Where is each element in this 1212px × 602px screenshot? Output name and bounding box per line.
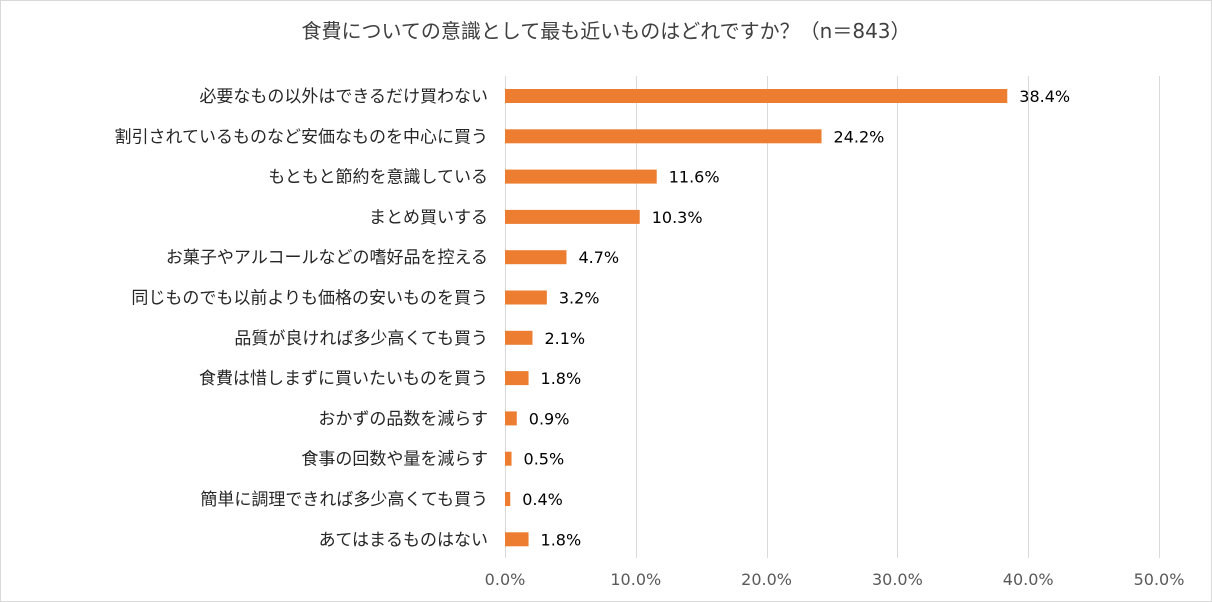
category-label: おかずの品数を減らす — [318, 409, 488, 429]
data-label: 0.9% — [529, 409, 570, 428]
x-tick-label: 40.0% — [1003, 570, 1054, 589]
category-label: 食事の回数や量を減らす — [301, 450, 488, 470]
chart-title: 食費についての意識として最も近いものはどれですか？（n＝843） — [301, 19, 910, 43]
data-labels: 38.4% 24.2% 11.6% 10.3% 4.7% 3.2% 2.1% 1.8% 0.9%… — [522, 87, 1070, 549]
data-label: 4.7% — [578, 248, 619, 267]
data-label: 24.2% — [834, 127, 885, 146]
data-label: 1.8% — [541, 369, 582, 388]
category-label: 同じものでも以前よりも価格の安いものを買う — [131, 289, 488, 309]
data-label: 3.2% — [559, 289, 600, 308]
gridlines — [505, 76, 1160, 558]
bar — [505, 371, 529, 386]
category-label: 簡単に調理できれば多少高くても買う — [200, 490, 488, 510]
bar — [505, 411, 517, 426]
data-label: 38.4% — [1019, 87, 1070, 106]
data-label: 10.3% — [652, 208, 703, 227]
category-label: もともと節約を意識している — [268, 168, 488, 188]
bar — [505, 209, 640, 224]
data-label: 0.4% — [522, 490, 563, 509]
data-label: 2.1% — [544, 329, 585, 348]
data-label: 0.5% — [524, 450, 565, 469]
bar — [505, 492, 511, 506]
x-tick-label: 0.0% — [485, 570, 526, 589]
x-tick-label: 50.0% — [1134, 570, 1185, 589]
bar — [505, 532, 529, 547]
category-label: まとめ買いする — [369, 208, 488, 228]
x-tick-label: 10.0% — [610, 570, 661, 589]
bar — [505, 451, 512, 466]
category-label: あてはまるものはない — [319, 530, 488, 550]
data-label: 1.8% — [541, 530, 582, 549]
x-axis-ticks: 0.0% 10.0% 20.0% 30.0% 40.0% 50.0% — [485, 570, 1185, 589]
x-tick-label: 30.0% — [872, 570, 923, 589]
category-label: 品質が良ければ多少高くても買う — [234, 329, 488, 349]
bar — [505, 330, 533, 345]
bars — [505, 89, 1008, 547]
category-labels: 必要なもの以外はできるだけ買わない割引されているものなど安価なものを中心に買うも… — [115, 87, 489, 550]
category-label: お菓子やアルコールなどの嗜好品を控える — [166, 248, 488, 268]
bar — [505, 250, 567, 265]
category-label: 割引されているものなど安価なものを中心に買う — [115, 127, 489, 147]
bar — [505, 89, 1008, 103]
bar — [505, 290, 547, 305]
bar — [505, 169, 657, 184]
bar — [505, 129, 822, 144]
category-label: 必要なもの以外はできるだけ買わない — [199, 87, 488, 107]
x-tick-label: 20.0% — [741, 570, 792, 589]
data-label: 11.6% — [669, 168, 720, 187]
category-label: 食費は惜しまずに買いたいものを買う — [199, 369, 488, 389]
